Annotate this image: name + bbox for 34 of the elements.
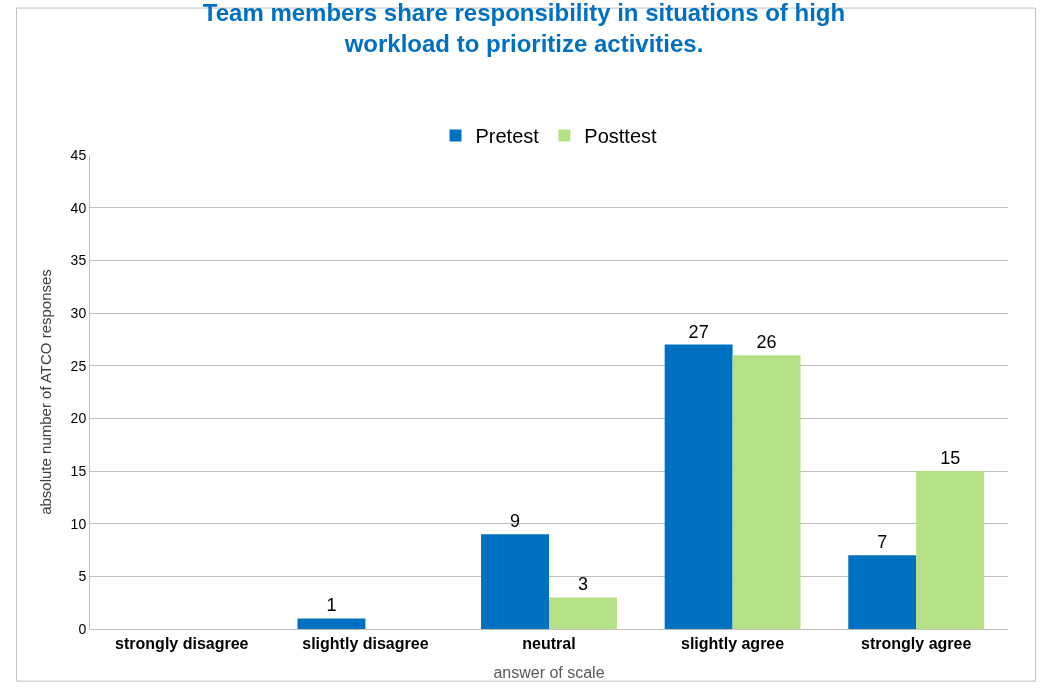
y-tick-label: 20 — [70, 410, 87, 427]
y-tick-label: 30 — [70, 304, 87, 321]
bar — [481, 534, 549, 629]
legend-label: Pretest — [475, 125, 540, 148]
bar — [549, 597, 617, 629]
data-label: 9 — [510, 511, 521, 532]
y-tick-label: 40 — [70, 199, 87, 216]
y-tick-label: 5 — [78, 568, 87, 585]
bar — [664, 344, 733, 629]
y-tick-label: 15 — [70, 462, 87, 479]
bar — [916, 471, 985, 629]
y-tick-label: 45 — [70, 146, 87, 163]
x-tick-label: slightly disagree — [302, 635, 429, 653]
x-axis-title: answer of scale — [493, 663, 605, 681]
y-tick-label: 10 — [70, 515, 87, 532]
data-label: 3 — [577, 574, 588, 595]
y-axis-title: absolute number of ATCO responses — [36, 269, 54, 515]
x-tick-label: strongly agree — [861, 635, 972, 653]
data-label: 1 — [326, 595, 337, 616]
bar — [297, 618, 366, 629]
data-label: 27 — [688, 321, 709, 342]
data-label: 15 — [940, 448, 961, 468]
y-tick-label: 25 — [70, 357, 87, 374]
chart-title: Team members share responsibility in situations of high workload to prioritize activities. — [202, 0, 846, 58]
bar — [732, 355, 801, 629]
data-label: 26 — [756, 332, 777, 353]
x-tick-label: strongly disagree — [115, 635, 249, 653]
legend-label: Posttest — [584, 125, 657, 148]
bar — [848, 555, 917, 629]
x-tick-label: slightly agree — [681, 635, 785, 653]
y-tick-label: 35 — [70, 252, 87, 269]
x-tick-label: neutral — [522, 635, 576, 653]
data-label: 7 — [877, 532, 888, 553]
y-tick-label: 0 — [78, 620, 87, 637]
